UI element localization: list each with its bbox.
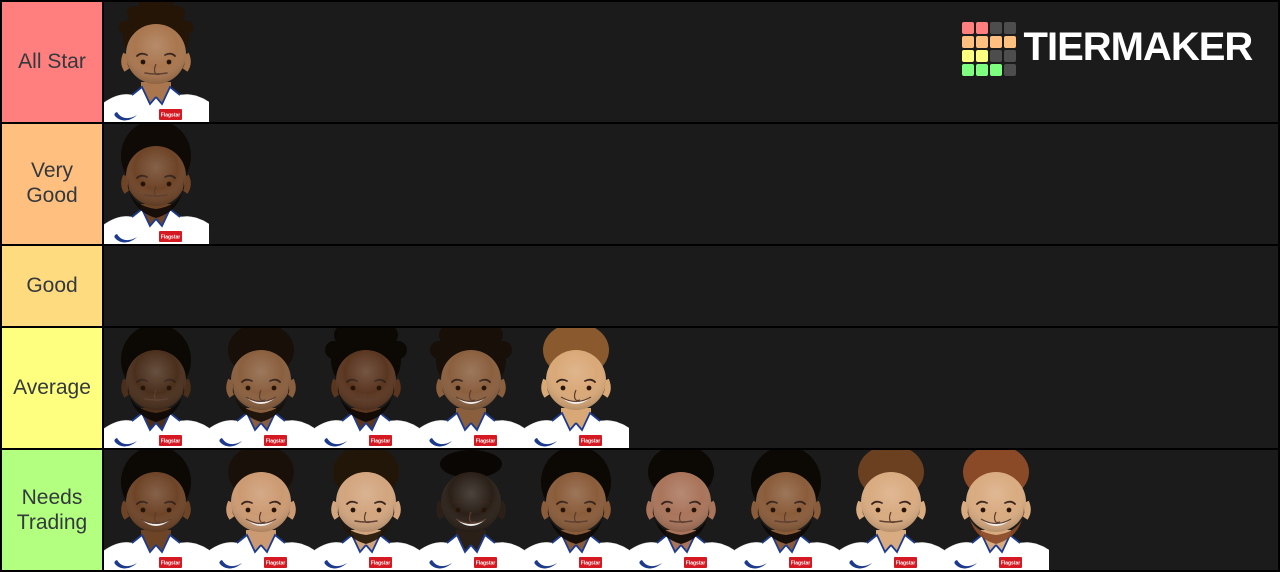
svg-text:Flagstar: Flagstar [1001, 560, 1021, 566]
svg-text:Flagstar: Flagstar [266, 438, 286, 444]
svg-text:Flagstar: Flagstar [371, 560, 391, 566]
svg-text:Flagstar: Flagstar [161, 112, 181, 118]
svg-text:Flagstar: Flagstar [476, 560, 496, 566]
svg-text:Flagstar: Flagstar [896, 560, 916, 566]
svg-text:Flagstar: Flagstar [686, 560, 706, 566]
svg-text:Flagstar: Flagstar [161, 560, 181, 566]
svg-text:Flagstar: Flagstar [161, 438, 181, 444]
svg-text:Flagstar: Flagstar [581, 438, 601, 444]
svg-text:Flagstar: Flagstar [581, 560, 601, 566]
svg-text:Flagstar: Flagstar [791, 560, 811, 566]
svg-text:Flagstar: Flagstar [161, 234, 181, 240]
svg-text:Flagstar: Flagstar [266, 560, 286, 566]
svg-text:Flagstar: Flagstar [371, 438, 391, 444]
svg-text:Flagstar: Flagstar [476, 438, 496, 444]
